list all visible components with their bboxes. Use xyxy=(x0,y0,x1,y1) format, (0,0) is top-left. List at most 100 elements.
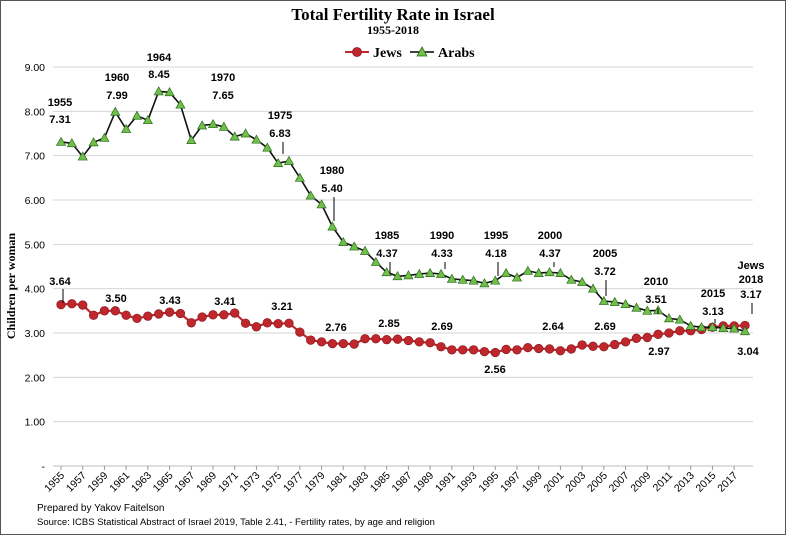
annotation-year: 1995 xyxy=(484,230,508,242)
data-point-jews xyxy=(371,334,381,344)
data-point-arabs xyxy=(131,110,143,120)
x-tick-label: 1983 xyxy=(346,470,371,495)
y-axis-label: Children per woman xyxy=(4,233,18,340)
annotations-layer: 1955 7.31 1960 7.99 1964 8.45 1970 7.65 1975 6.83… xyxy=(48,52,765,376)
data-point-jews xyxy=(78,300,88,310)
data-point-arabs xyxy=(642,305,653,315)
y-axis-ticks: 9.00 8.00 7.00 6.00 5.00 4.00 3.00 2.00 1.00 - xyxy=(25,62,46,473)
x-tick-label: 1955 xyxy=(42,470,67,495)
data-point-arabs xyxy=(153,86,164,96)
series-line-jews xyxy=(60,302,746,354)
data-point-jews xyxy=(56,299,66,310)
annotation-value: 2.97 xyxy=(648,346,669,358)
annotation-value: 7.65 xyxy=(212,90,233,102)
data-point-jews xyxy=(447,345,457,355)
data-point-arabs xyxy=(316,199,327,209)
y-tick-label: 4.00 xyxy=(25,284,46,296)
x-tick-label: 2009 xyxy=(628,470,653,495)
legend: Jews Arabs xyxy=(345,46,475,61)
x-tick-label: 1979 xyxy=(303,470,328,495)
data-point-jews xyxy=(664,328,674,338)
data-point-jews xyxy=(154,309,164,319)
data-point-jews xyxy=(327,338,338,349)
data-point-jews xyxy=(392,334,403,344)
data-point-jews xyxy=(164,307,175,317)
data-point-arabs xyxy=(403,270,414,280)
data-point-arabs xyxy=(349,241,360,251)
annotation-year: 1955 xyxy=(48,97,72,109)
data-point-arabs xyxy=(511,272,523,282)
annotation-value: 3.04 xyxy=(737,346,759,358)
data-point-arabs xyxy=(121,123,132,133)
data-point-jews xyxy=(175,308,186,319)
data-point-jews xyxy=(425,338,435,348)
data-point-arabs xyxy=(88,137,99,147)
annotation-value: 6.83 xyxy=(269,128,290,140)
data-point-arabs xyxy=(577,276,588,286)
annotation-value: 2.56 xyxy=(484,364,505,376)
data-point-jews xyxy=(566,344,576,354)
x-tick-label: 2007 xyxy=(607,470,632,495)
data-point-arabs xyxy=(707,322,718,332)
data-point-arabs xyxy=(370,256,381,266)
data-point-arabs xyxy=(663,313,675,323)
data-point-arabs xyxy=(186,134,197,144)
annotation-value: 2.76 xyxy=(325,322,346,334)
data-point-arabs xyxy=(229,131,240,141)
data-point-arabs xyxy=(240,128,251,138)
data-point-arabs xyxy=(457,274,468,284)
data-point-jews xyxy=(219,310,229,320)
data-point-jews xyxy=(251,322,262,332)
x-tick-label: 1989 xyxy=(411,470,436,495)
data-point-jews xyxy=(501,344,511,355)
data-point-jews xyxy=(240,318,251,328)
annotation-value: 4.37 xyxy=(376,248,397,260)
data-point-jews xyxy=(132,313,142,324)
y-tick-label: 9.00 xyxy=(25,62,46,74)
data-point-jews xyxy=(186,318,196,328)
data-point-jews xyxy=(620,337,631,347)
x-tick-label: 1977 xyxy=(281,470,306,495)
data-point-arabs xyxy=(359,245,371,255)
data-point-jews xyxy=(675,326,685,336)
x-tick-label: 1981 xyxy=(324,470,349,495)
chart-subtitle: 1955-2018 xyxy=(367,23,419,37)
data-point-jews xyxy=(610,339,620,350)
annotation-value: 5.40 xyxy=(321,183,342,195)
x-tick-label: 1997 xyxy=(498,470,523,495)
annotation-year: 1970 xyxy=(211,72,235,84)
data-point-jews xyxy=(555,346,566,356)
x-tick-label: 1967 xyxy=(172,470,197,495)
data-point-jews xyxy=(653,329,663,339)
x-tick-label: 2001 xyxy=(542,470,567,495)
y-tick-label: - xyxy=(42,461,46,473)
x-tick-label: 1961 xyxy=(107,470,132,495)
gridlines xyxy=(53,66,753,467)
data-point-jews xyxy=(577,340,587,350)
annotation-year: 2005 xyxy=(593,248,617,260)
data-point-arabs xyxy=(338,236,349,246)
data-point-jews xyxy=(490,347,500,358)
data-point-jews xyxy=(306,335,316,345)
annotation-value: 3.41 xyxy=(214,296,235,308)
x-tick-label: 2003 xyxy=(563,470,588,495)
x-tick-label: 1973 xyxy=(238,470,263,495)
data-point-arabs xyxy=(425,267,436,277)
annotation-value: 7.31 xyxy=(49,114,70,126)
data-point-jews xyxy=(534,343,544,354)
y-tick-label: 3.00 xyxy=(25,328,46,340)
annotation-value: 3.72 xyxy=(594,266,615,278)
annotation-year: Jews 2018 xyxy=(738,260,765,286)
data-point-arabs xyxy=(110,106,121,116)
annotation-year: 1990 xyxy=(430,230,454,242)
data-point-arabs xyxy=(273,157,284,168)
data-point-arabs xyxy=(381,267,392,277)
data-point-jews xyxy=(631,333,642,343)
legend-jews-marker xyxy=(352,47,362,57)
x-tick-label: 1985 xyxy=(368,470,393,495)
data-point-arabs xyxy=(262,142,273,152)
series-layer xyxy=(55,86,751,358)
data-point-jews xyxy=(99,306,110,316)
